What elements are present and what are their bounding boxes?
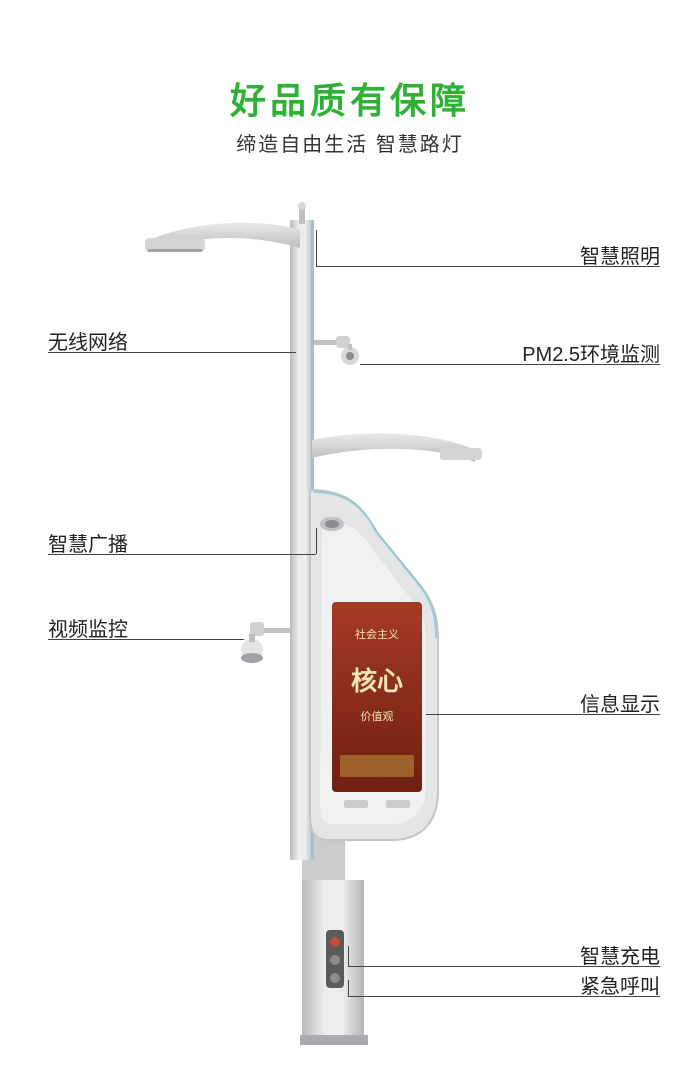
product-diagram: 社会主义 核心 价值观 无线网络 智慧广播 视频监控 智慧照明 PM2.5环境监… (0, 190, 700, 1060)
callout-broadcast: 智慧广播 (48, 528, 128, 557)
callout-line (360, 364, 660, 365)
callout-line (348, 946, 349, 966)
callout-line (316, 266, 660, 267)
callout-display: 信息显示 (580, 688, 660, 717)
callout-pm25: PM2.5环境监测 (522, 338, 660, 367)
callout-line (48, 639, 244, 640)
callout-line (316, 528, 317, 554)
svg-text:核心: 核心 (351, 666, 403, 696)
callout-line (348, 980, 349, 996)
callout-line (348, 996, 660, 997)
callout-wifi: 无线网络 (48, 326, 128, 355)
callout-charging: 智慧充电 (580, 940, 660, 969)
callout-surveillance: 视频监控 (48, 613, 128, 642)
callout-emergency: 紧急呼叫 (580, 970, 660, 999)
svg-text:社会主义: 社会主义 (355, 627, 399, 641)
svg-text:价值观: 价值观 (361, 710, 394, 723)
callout-lighting: 智慧照明 (580, 240, 660, 269)
callout-line (426, 714, 660, 715)
page-title: 好品质有保障 (0, 72, 700, 124)
callout-line (48, 554, 316, 555)
page-subtitle: 缔造自由生活 智慧路灯 (0, 128, 700, 157)
callout-line (48, 352, 296, 353)
callout-line (348, 966, 660, 967)
callout-line (316, 230, 317, 266)
